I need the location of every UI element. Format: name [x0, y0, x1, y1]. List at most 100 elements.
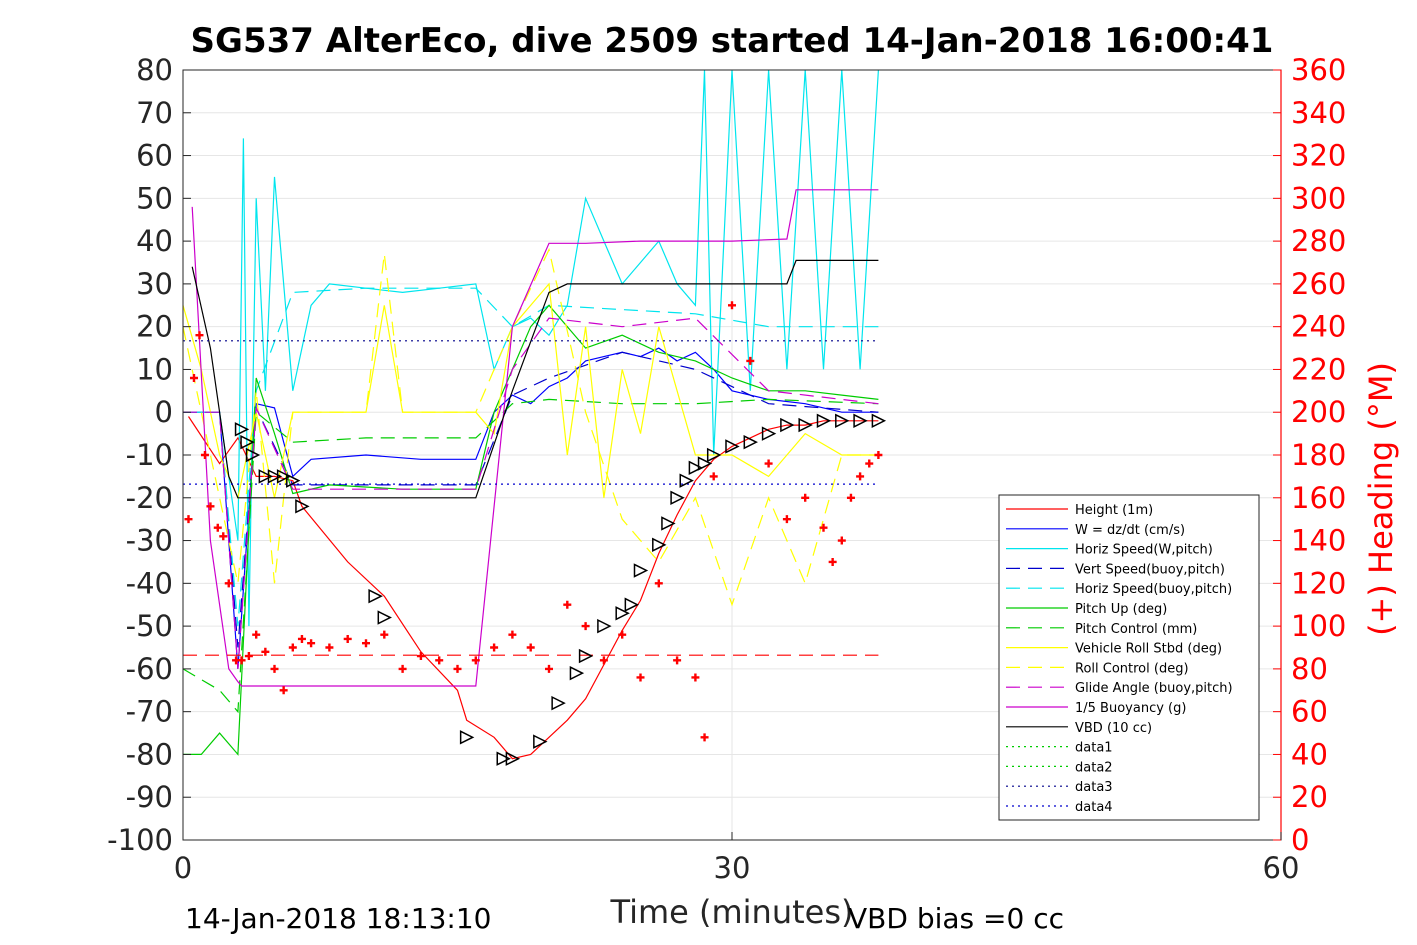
heading-point	[654, 579, 663, 588]
y-right-tick-label: 20	[1291, 780, 1328, 814]
y-tick-label: 0	[155, 395, 173, 429]
y-right-tick-label: 240	[1291, 310, 1346, 344]
heading-point	[700, 733, 709, 742]
y-tick-label: -80	[126, 737, 173, 771]
heading-point	[490, 643, 499, 652]
heading-point	[846, 493, 855, 502]
y-right-tick-label: 340	[1291, 96, 1346, 130]
glider-marker	[597, 618, 612, 634]
y-tick-label: 40	[136, 224, 173, 258]
legend-label: Horiz Speed(W,pitch)	[1075, 543, 1213, 558]
heading-point	[416, 652, 425, 661]
glider-marker	[780, 417, 795, 433]
y-axis-right-label: (+) Heading (°M)	[1362, 362, 1400, 636]
heading-point	[865, 459, 874, 468]
glider-marker	[697, 456, 713, 471]
y-axis-right: 3603403203002802602402202001801601401201…	[1273, 53, 1346, 857]
heading-point	[237, 656, 246, 665]
y-right-tick-label: 160	[1291, 481, 1346, 515]
legend-label: Glide Angle (buoy,pitch)	[1075, 681, 1233, 696]
glider-marker	[652, 537, 667, 553]
heading-point	[673, 656, 682, 665]
glider-marker	[725, 439, 740, 454]
legend-label: Vehicle Roll Stbd (deg)	[1075, 642, 1222, 657]
heading-point	[195, 331, 204, 340]
series-line	[183, 287, 879, 627]
heading-point	[691, 673, 700, 682]
y-tick-label: -50	[126, 609, 173, 643]
heading-point	[206, 502, 215, 511]
legend-label: Pitch Up (deg)	[1075, 602, 1167, 617]
heading-point	[728, 301, 736, 310]
glider-marker	[377, 610, 392, 625]
series-line	[182, 247, 879, 607]
legend-label: VBD (10 cc)	[1075, 721, 1152, 736]
glider-marker	[496, 751, 511, 766]
legend: Height (1m) W = dz/dt (cm/s) Horiz Speed(W…	[998, 494, 1260, 821]
heading-point	[244, 652, 253, 661]
heading-point	[279, 686, 288, 695]
y-right-tick-label: 120	[1291, 566, 1346, 600]
y-tick-label: 60	[136, 139, 173, 173]
y-tick-label: 20	[136, 310, 173, 344]
heading-point	[471, 656, 480, 665]
legend-label: data2	[1075, 760, 1113, 775]
y-right-tick-label: 300	[1291, 181, 1346, 215]
y-tick-label: 10	[136, 352, 173, 386]
glider-marker	[533, 734, 548, 749]
y-right-tick-label: 280	[1291, 224, 1346, 258]
y-right-tick-label: 80	[1291, 652, 1328, 686]
heading-point	[746, 356, 755, 365]
y-right-tick-label: 320	[1291, 139, 1346, 173]
heading-point	[801, 493, 810, 502]
heading-point	[288, 643, 297, 652]
glider-marker	[661, 516, 676, 531]
y-tick-label: -40	[126, 566, 173, 600]
heading-point	[636, 673, 645, 682]
glider-marker	[295, 499, 310, 514]
heading-point	[398, 664, 407, 673]
heading-point	[828, 557, 837, 566]
series-line	[183, 304, 879, 756]
heading-point	[819, 523, 828, 532]
heading-point	[435, 656, 444, 665]
y-right-tick-label: 200	[1291, 395, 1346, 429]
glider-marker	[679, 473, 694, 488]
heading-point	[709, 472, 718, 481]
x-tick-label: 0	[174, 851, 192, 885]
series-line	[183, 69, 879, 627]
x-axis: 0 30 60	[174, 832, 1299, 885]
heading-point	[189, 374, 198, 382]
legend-label: Horiz Speed(buoy,pitch)	[1075, 582, 1232, 597]
y-tick-label: -10	[126, 438, 173, 472]
heading-point	[219, 532, 228, 541]
glider-marker	[267, 469, 283, 484]
series-line	[182, 398, 879, 714]
heading-point	[224, 579, 233, 588]
heading-point	[526, 643, 535, 652]
heading-point	[618, 630, 627, 639]
heading-point	[563, 600, 572, 609]
legend-label: 1/5 Buoyancy (g)	[1075, 701, 1186, 716]
glider-marker	[624, 597, 640, 612]
legend-label: Vert Speed(buoy,pitch)	[1075, 562, 1225, 577]
legend-label: Pitch Control (mm)	[1075, 622, 1197, 637]
y-tick-label: -20	[126, 481, 173, 515]
series-layer	[182, 69, 879, 760]
series-line	[191, 259, 879, 499]
y-right-tick-label: 360	[1291, 53, 1346, 87]
y-right-tick-label: 140	[1291, 524, 1346, 558]
heading-point	[343, 634, 352, 643]
y-tick-label: -100	[107, 823, 173, 857]
glider-marker	[761, 426, 777, 441]
glider-marker	[245, 447, 261, 463]
heading-point	[545, 664, 553, 673]
legend-label: W = dz/dt (cm/s)	[1075, 523, 1185, 538]
vbd-bias-footer: VBD bias =0 cc	[848, 902, 1064, 935]
heading-point	[856, 472, 865, 481]
x-axis-label: Time (minutes)	[610, 893, 854, 931]
glider-marker	[835, 413, 850, 428]
series-line	[183, 351, 879, 648]
legend-label: data1	[1075, 741, 1113, 756]
